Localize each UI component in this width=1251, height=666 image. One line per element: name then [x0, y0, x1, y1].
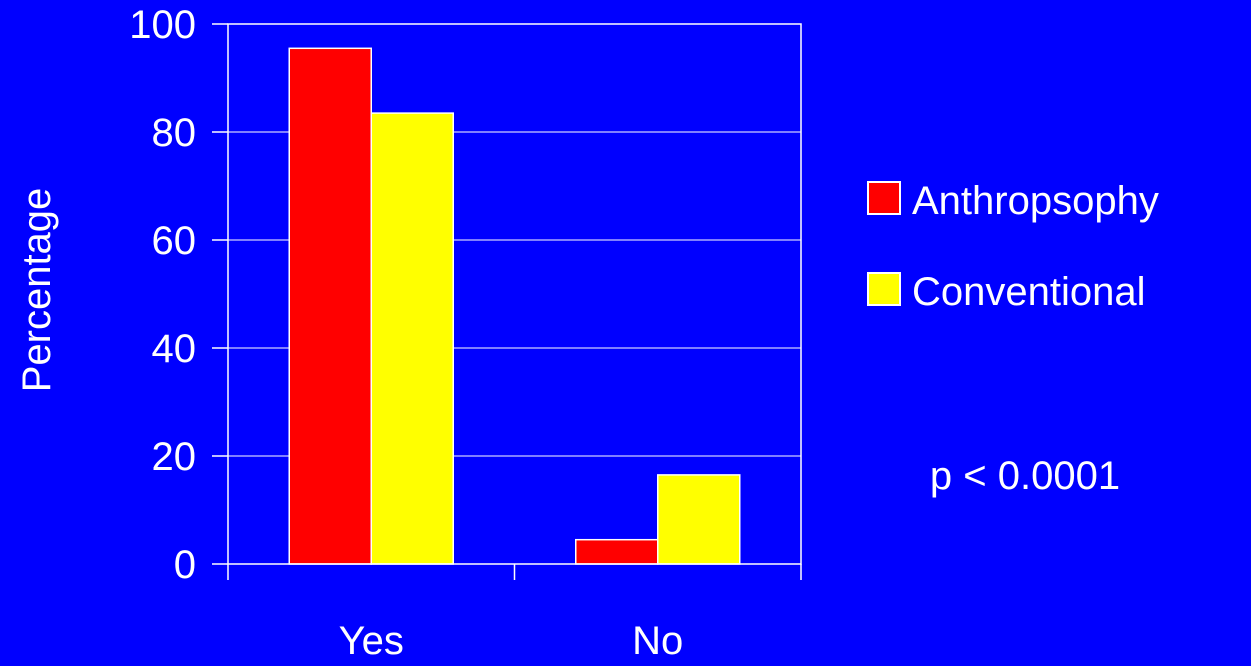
y-tick-labels: 0 20 40 60 80 100 — [129, 3, 196, 587]
y-tick-label: 100 — [129, 3, 196, 47]
axes — [212, 23, 802, 580]
bar-yes-1 — [370, 112, 454, 565]
legend-label: Conventional — [912, 270, 1146, 314]
bar-no-0 — [575, 538, 659, 565]
y-tick-label: 40 — [152, 327, 197, 371]
bar-yes-0 — [288, 47, 372, 565]
bar-no-1 — [657, 474, 741, 565]
legend-label: Anthropsophy — [912, 179, 1159, 223]
y-tick-label: 80 — [152, 111, 197, 155]
y-tick-label: 60 — [152, 219, 197, 263]
y-axis-label: Percentage — [15, 188, 59, 393]
legend-swatch — [867, 272, 901, 306]
x-category-label: No — [632, 619, 683, 663]
legend-swatch — [867, 181, 901, 215]
p-value-annotation: p < 0.0001 — [930, 454, 1120, 498]
bars — [288, 47, 741, 565]
y-tick-label: 0 — [174, 543, 196, 587]
y-tick-label: 20 — [152, 435, 197, 479]
x-category-labels: Yes No — [339, 619, 684, 663]
legend: Anthropsophy Conventional — [867, 179, 1159, 314]
x-category-label: Yes — [339, 619, 404, 663]
